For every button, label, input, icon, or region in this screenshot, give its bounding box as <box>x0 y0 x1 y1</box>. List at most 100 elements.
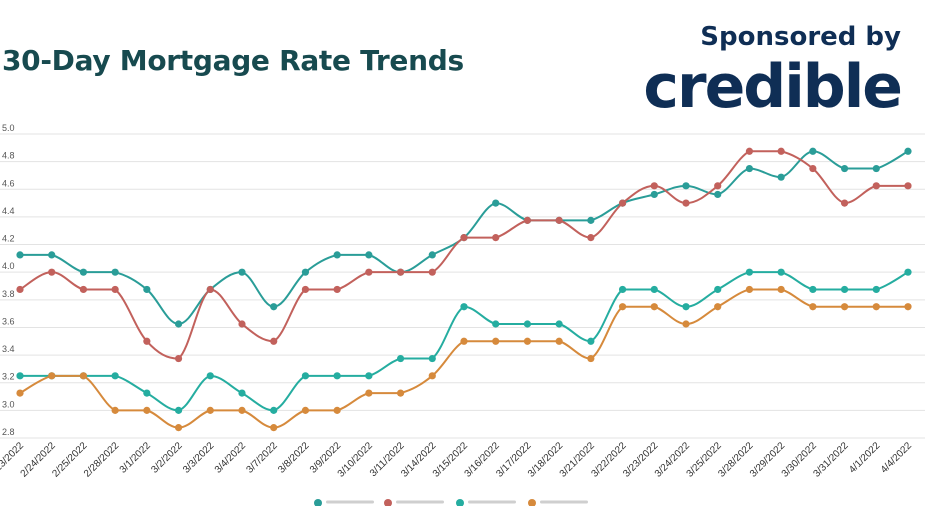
data-point[interactable] <box>206 372 214 380</box>
data-point[interactable] <box>618 285 627 294</box>
data-point[interactable] <box>301 406 310 414</box>
data-point[interactable] <box>904 303 912 311</box>
data-point[interactable] <box>428 354 436 363</box>
data-point[interactable] <box>16 285 24 294</box>
data-point[interactable] <box>492 337 500 345</box>
data-point[interactable] <box>238 406 246 414</box>
data-point[interactable] <box>174 320 183 328</box>
data-point[interactable] <box>587 216 595 224</box>
data-point[interactable] <box>714 182 722 190</box>
data-point[interactable] <box>111 268 119 276</box>
data-point[interactable] <box>238 320 246 328</box>
data-point[interactable] <box>904 268 912 276</box>
data-point[interactable] <box>745 164 754 173</box>
data-point[interactable] <box>270 303 278 311</box>
data-point[interactable] <box>333 372 341 380</box>
data-point[interactable] <box>238 389 246 397</box>
data-point[interactable] <box>809 303 817 311</box>
data-point[interactable] <box>206 406 214 414</box>
data-point[interactable] <box>270 337 278 345</box>
data-point[interactable] <box>872 285 880 294</box>
data-point[interactable] <box>523 320 532 328</box>
credible-logo[interactable]: credible <box>643 52 903 122</box>
data-point[interactable] <box>745 147 754 155</box>
data-point[interactable] <box>143 285 151 294</box>
data-point[interactable] <box>523 216 532 224</box>
data-point[interactable] <box>143 337 151 345</box>
data-point[interactable] <box>714 285 722 294</box>
data-point[interactable] <box>301 285 310 294</box>
data-point[interactable] <box>587 354 595 363</box>
data-point[interactable] <box>745 285 754 294</box>
data-point[interactable] <box>618 303 627 311</box>
data-point[interactable] <box>840 303 849 311</box>
data-point[interactable] <box>111 372 119 380</box>
data-point[interactable] <box>872 303 880 311</box>
data-point[interactable] <box>555 337 563 345</box>
data-point[interactable] <box>111 406 119 414</box>
data-point[interactable] <box>428 268 436 276</box>
data-point[interactable] <box>492 320 500 328</box>
data-point[interactable] <box>174 354 183 363</box>
data-point[interactable] <box>270 406 278 414</box>
data-point[interactable] <box>650 182 658 190</box>
data-point[interactable] <box>809 147 817 155</box>
data-point[interactable] <box>840 285 849 294</box>
data-point[interactable] <box>365 268 373 276</box>
data-point[interactable] <box>809 285 817 294</box>
data-point[interactable] <box>365 372 373 380</box>
data-point[interactable] <box>777 147 785 155</box>
data-point[interactable] <box>682 320 690 328</box>
data-point[interactable] <box>523 337 532 345</box>
data-point[interactable] <box>492 234 500 242</box>
data-point[interactable] <box>777 268 785 276</box>
data-point[interactable] <box>206 285 214 294</box>
data-point[interactable] <box>428 251 436 259</box>
data-point[interactable] <box>79 285 88 294</box>
data-point[interactable] <box>79 372 88 380</box>
data-point[interactable] <box>492 199 500 207</box>
data-point[interactable] <box>587 337 595 345</box>
data-point[interactable] <box>174 424 183 432</box>
data-point[interactable] <box>16 251 24 259</box>
data-point[interactable] <box>777 285 785 294</box>
data-point[interactable] <box>840 164 849 173</box>
data-point[interactable] <box>16 372 24 380</box>
data-point[interactable] <box>745 268 754 276</box>
data-point[interactable] <box>904 182 912 190</box>
data-point[interactable] <box>618 199 627 207</box>
data-point[interactable] <box>809 164 817 173</box>
data-point[interactable] <box>840 199 849 207</box>
data-point[interactable] <box>301 372 310 380</box>
data-point[interactable] <box>301 268 310 276</box>
data-point[interactable] <box>174 406 183 414</box>
data-point[interactable] <box>777 173 785 181</box>
data-point[interactable] <box>111 285 119 294</box>
data-point[interactable] <box>270 424 278 432</box>
data-point[interactable] <box>238 268 246 276</box>
data-point[interactable] <box>143 389 151 397</box>
data-point[interactable] <box>872 164 880 173</box>
data-point[interactable] <box>650 303 658 311</box>
data-point[interactable] <box>48 251 56 259</box>
data-point[interactable] <box>682 182 690 190</box>
data-point[interactable] <box>460 337 468 345</box>
data-point[interactable] <box>714 190 722 199</box>
data-point[interactable] <box>904 147 912 155</box>
data-point[interactable] <box>48 268 56 276</box>
data-point[interactable] <box>682 199 690 207</box>
data-point[interactable] <box>460 234 468 242</box>
data-point[interactable] <box>16 389 24 397</box>
data-point[interactable] <box>365 389 373 397</box>
data-point[interactable] <box>333 406 341 414</box>
data-point[interactable] <box>396 354 405 363</box>
data-point[interactable] <box>682 303 690 311</box>
data-point[interactable] <box>396 389 405 397</box>
data-point[interactable] <box>365 251 373 259</box>
data-point[interactable] <box>460 303 468 311</box>
data-point[interactable] <box>872 182 880 190</box>
data-point[interactable] <box>333 251 341 259</box>
data-point[interactable] <box>555 216 563 224</box>
data-point[interactable] <box>428 372 436 380</box>
data-point[interactable] <box>650 285 658 294</box>
